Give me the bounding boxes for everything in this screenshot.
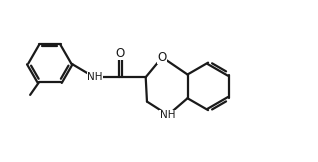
Text: O: O	[157, 51, 167, 64]
Text: NH: NH	[160, 110, 176, 120]
Text: NH: NH	[87, 72, 103, 82]
Text: O: O	[116, 47, 125, 60]
